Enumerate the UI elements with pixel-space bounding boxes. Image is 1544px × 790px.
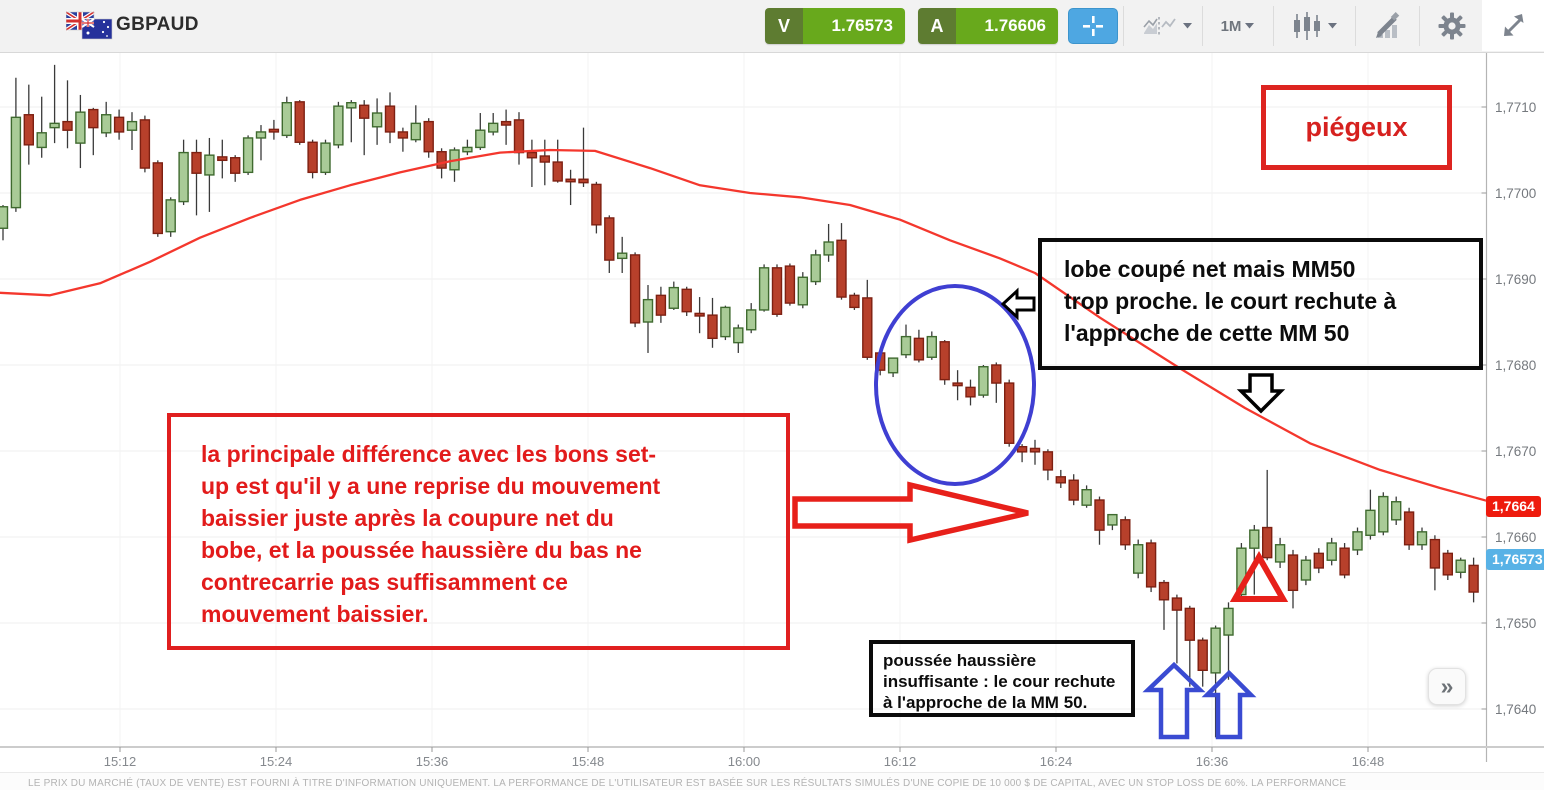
blue-ellipse-annotation[interactable]	[874, 284, 1036, 486]
pencil-chart-icon	[1376, 12, 1400, 38]
chevron-down-icon	[1328, 23, 1337, 29]
ma-price-tag: 1,7664	[1486, 496, 1541, 517]
interval-button[interactable]: 1M	[1212, 6, 1264, 46]
red-right-arrow-annotation[interactable]	[792, 481, 1029, 544]
blue-up-arrow-annotation-2[interactable]	[1201, 669, 1257, 740]
time-axis-label: 16:48	[1352, 754, 1385, 769]
sell-price: 1.76573	[803, 8, 905, 44]
time-axis-label: 16:12	[884, 754, 917, 769]
sell-label: V	[765, 8, 803, 44]
price-axis-label: 1,7660	[1495, 530, 1536, 545]
chevron-down-icon	[1245, 23, 1255, 29]
time-axis-label: 15:12	[104, 754, 137, 769]
down-arrow-annotation[interactable]	[1236, 373, 1286, 414]
gear-icon	[1438, 12, 1466, 40]
time-axis-label: 15:36	[416, 754, 449, 769]
blue-up-arrow-annotation-1[interactable]	[1142, 661, 1206, 740]
drawings-button[interactable]	[1366, 6, 1410, 46]
price-axis-label: 1,7700	[1495, 186, 1536, 201]
buy-label: A	[918, 8, 956, 44]
last-price-tag: 1,76573	[1486, 549, 1544, 570]
price-axis-label: 1,7640	[1495, 702, 1536, 717]
fullscreen-button[interactable]	[1494, 6, 1534, 46]
candlestick-icon	[1294, 12, 1320, 40]
price-axis-label: 1,7680	[1495, 358, 1536, 373]
top-toolbar: GBPAUD V 1.76573 A 1.76606 1	[0, 0, 1544, 53]
annotation-pullback-box[interactable]: poussée haussière insuffisante : le cour…	[869, 640, 1135, 717]
scroll-forward-button[interactable]: »	[1428, 668, 1466, 705]
annotation-main-box[interactable]: la principale différence avec les bons s…	[167, 413, 790, 650]
buy-button[interactable]: A 1.76606	[918, 8, 1058, 44]
left-arrow-annotation[interactable]	[1000, 287, 1036, 321]
disclaimer-bar: LE PRIX DU MARCHÉ (TAUX DE VENTE) EST FO…	[0, 772, 1544, 790]
time-axis-label: 16:24	[1040, 754, 1073, 769]
chevron-down-icon	[1182, 23, 1192, 29]
crosshair-button[interactable]	[1068, 8, 1118, 44]
time-axis-label: 16:00	[728, 754, 761, 769]
price-axis-label: 1,7710	[1495, 100, 1536, 115]
disclaimer-text: LE PRIX DU MARCHÉ (TAUX DE VENTE) EST FO…	[28, 778, 1347, 789]
symbol-title: GBPAUD	[116, 14, 199, 35]
australia-flag-icon	[81, 18, 113, 40]
red-triangle-annotation[interactable]	[1229, 550, 1289, 602]
sell-button[interactable]: V 1.76573	[765, 8, 905, 44]
price-axis-label: 1,7690	[1495, 272, 1536, 287]
annotation-piegeux[interactable]: piégeux	[1261, 85, 1452, 170]
price-axis-label: 1,7650	[1495, 616, 1536, 631]
candlestick-plot[interactable]	[0, 64, 1492, 738]
time-axis-label: 15:48	[572, 754, 605, 769]
time-axis-label: 16:36	[1196, 754, 1229, 769]
chart-grid	[0, 52, 1487, 747]
chart-style-button[interactable]	[1138, 6, 1196, 46]
settings-button[interactable]	[1432, 6, 1472, 46]
buy-price: 1.76606	[956, 8, 1058, 44]
annotation-mm50-box[interactable]: lobe coupé net mais MM50 trop proche. le…	[1038, 238, 1483, 370]
chart-axes[interactable]: 1,7710 1,7700 1,7690 1,7680 1,7670 1,7660 1,76…	[0, 52, 1544, 769]
expand-arrows-icon	[1504, 14, 1524, 36]
candle-type-button[interactable]	[1284, 6, 1346, 46]
gbpaud-flags-icon	[66, 10, 114, 40]
price-axis-label: 1,7670	[1495, 444, 1536, 459]
interval-label: 1M	[1220, 17, 1242, 35]
time-axis-label: 15:24	[260, 754, 293, 769]
crosshair-icon	[1083, 16, 1103, 36]
chart-style-icon	[1142, 17, 1176, 35]
